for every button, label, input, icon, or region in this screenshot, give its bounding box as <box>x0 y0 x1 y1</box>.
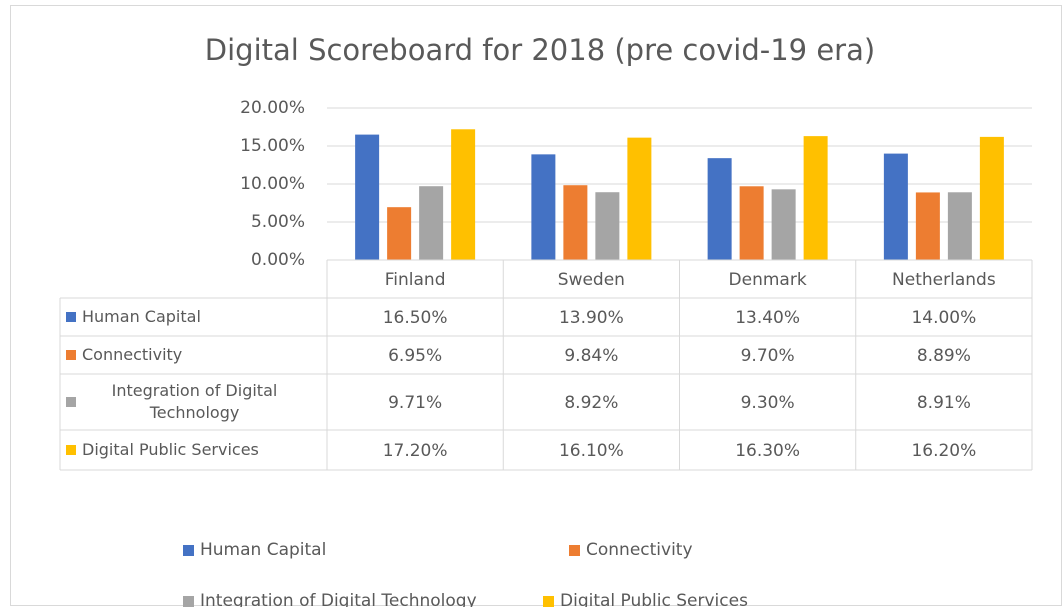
bar <box>563 185 588 260</box>
bar <box>739 186 764 260</box>
bar <box>803 136 828 260</box>
chart-border <box>10 5 1062 606</box>
table-value: 6.95% <box>388 346 442 366</box>
y-tick-label: 15.00% <box>240 136 305 156</box>
legend-key <box>66 397 76 407</box>
legend-label: Digital Public Services <box>560 591 748 607</box>
table-value: 14.00% <box>911 308 976 328</box>
bar <box>707 158 732 260</box>
table-value: 16.20% <box>911 441 976 461</box>
series-name: Connectivity <box>82 345 183 364</box>
x-tick-label: Finland <box>385 270 446 290</box>
legend-key <box>183 595 194 607</box>
x-tick-label: Denmark <box>729 270 807 290</box>
table-value: 9.30% <box>741 393 795 413</box>
table-row-header: Human Capital <box>66 298 324 336</box>
bar <box>915 192 940 260</box>
table-value: 17.20% <box>383 441 448 461</box>
table-value: 8.91% <box>917 393 971 413</box>
bar <box>771 189 796 260</box>
bar <box>451 129 476 260</box>
table-value: 8.92% <box>564 393 618 413</box>
bar <box>419 186 444 260</box>
bar <box>883 153 908 260</box>
series-name: Digital Public Services <box>82 440 259 459</box>
legend-item: Human Capital <box>183 538 326 562</box>
y-tick-label: 5.00% <box>251 212 305 232</box>
table-value: 16.30% <box>735 441 800 461</box>
bar <box>627 137 652 260</box>
bar <box>531 154 556 260</box>
table-value: 16.50% <box>383 308 448 328</box>
legend-label: Connectivity <box>586 540 693 560</box>
table-value: 9.84% <box>564 346 618 366</box>
legend-item: Integration of Digital Technology <box>183 589 477 607</box>
table-row-header: Connectivity <box>66 336 324 374</box>
table-value: 9.71% <box>388 393 442 413</box>
bar <box>387 207 412 260</box>
series-name: Human Capital <box>82 307 201 326</box>
bar <box>355 134 380 260</box>
legend-label: Integration of Digital Technology <box>200 591 477 607</box>
legend-key <box>183 544 194 556</box>
legend-key <box>66 445 76 455</box>
legend-key <box>66 350 76 360</box>
legend-key <box>543 595 554 607</box>
y-tick-label: 20.00% <box>240 98 305 118</box>
series-name: Integration of Digital Technology <box>111 381 278 422</box>
legend-item: Connectivity <box>569 538 693 562</box>
y-tick-label: 0.00% <box>251 250 305 270</box>
table-value: 13.40% <box>735 308 800 328</box>
bar <box>979 136 1004 260</box>
bar <box>947 192 972 260</box>
legend-item: Digital Public Services <box>543 589 748 607</box>
x-tick-label: Sweden <box>558 270 625 290</box>
bar <box>595 192 620 260</box>
legend-key <box>66 312 76 322</box>
legend-key <box>569 544 580 556</box>
legend-label: Human Capital <box>200 540 327 560</box>
table-value: 13.90% <box>559 308 624 328</box>
table-row-header: Digital Public Services <box>66 430 324 470</box>
x-tick-label: Netherlands <box>892 270 996 290</box>
table-value: 8.89% <box>917 346 971 366</box>
y-tick-label: 10.00% <box>240 174 305 194</box>
table-row-header: Integration of Digital Technology <box>66 374 324 430</box>
chart-title: Digital Scoreboard for 2018 (pre covid-1… <box>205 33 875 67</box>
table-value: 9.70% <box>741 346 795 366</box>
table-value: 16.10% <box>559 441 624 461</box>
